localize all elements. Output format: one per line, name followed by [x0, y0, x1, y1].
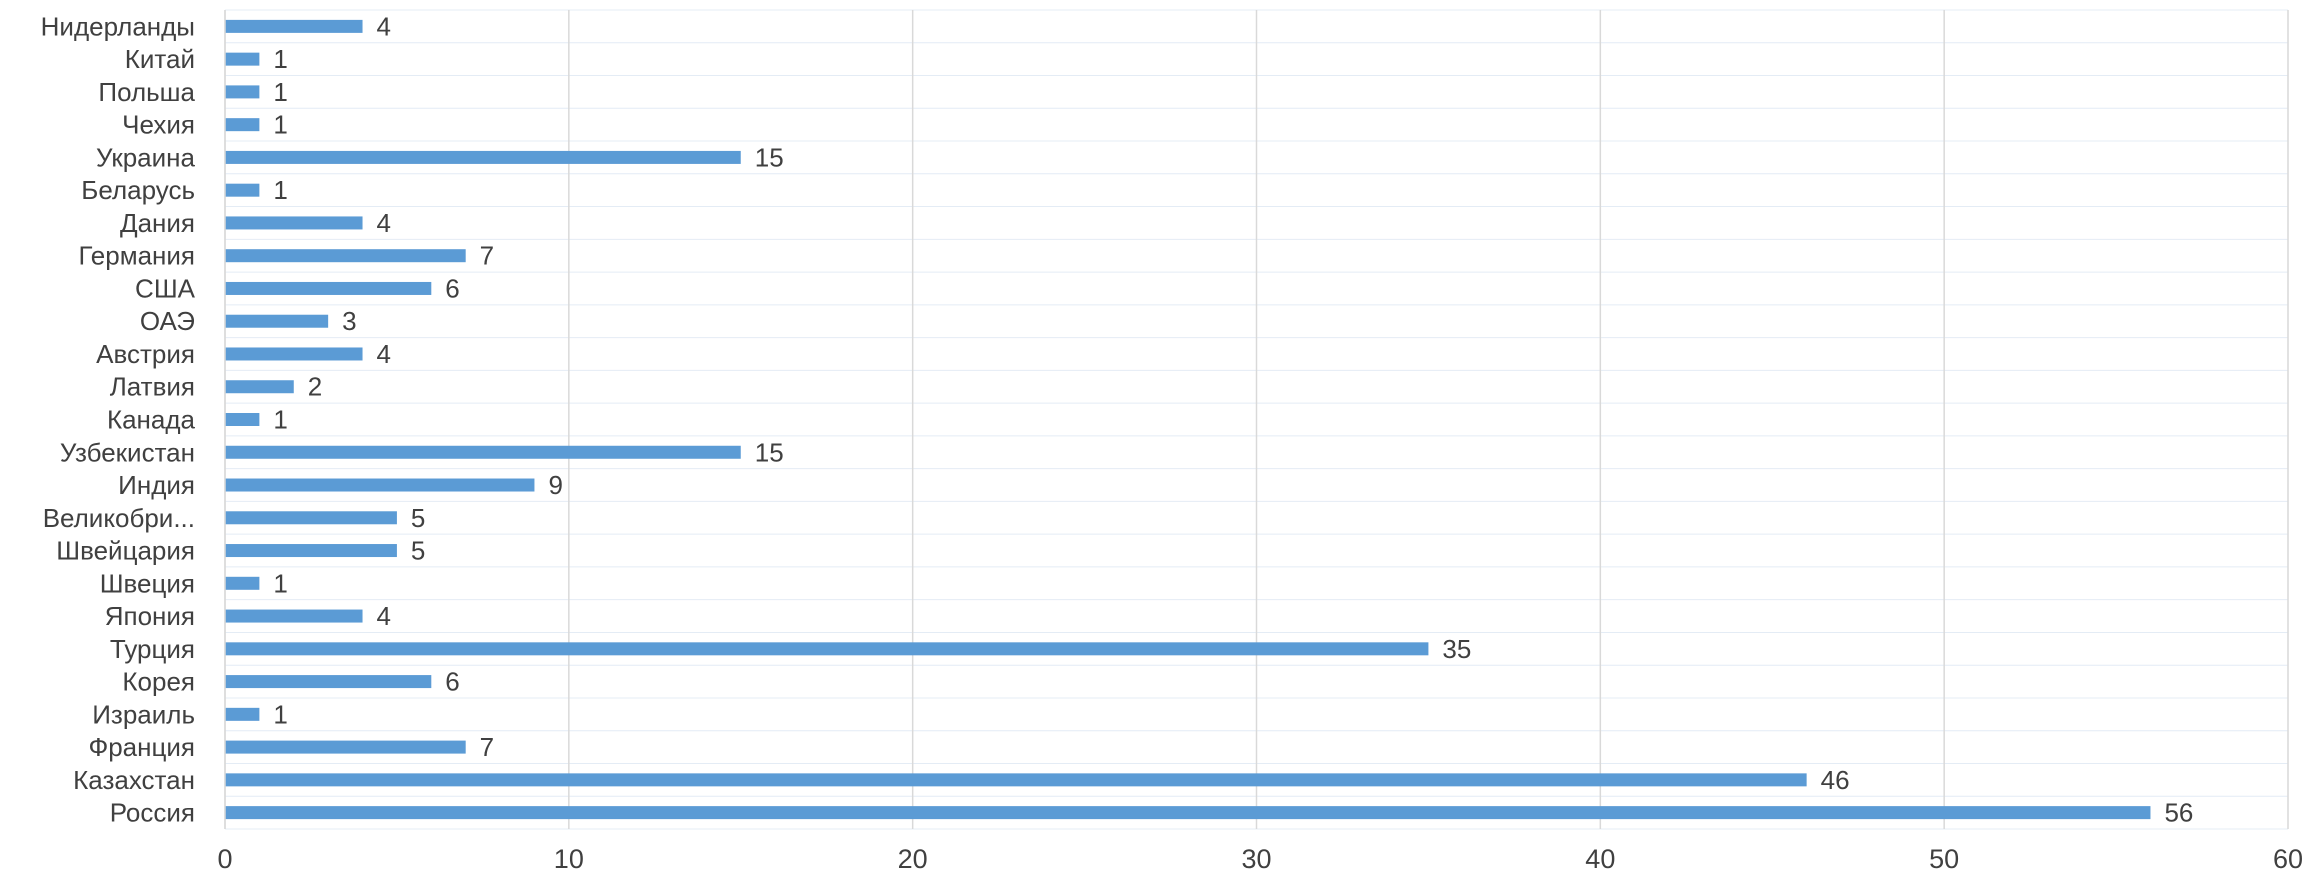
data-label: 7: [480, 732, 494, 762]
data-label: 1: [273, 77, 287, 107]
category-label: Узбекистан: [60, 437, 195, 467]
data-label: 6: [445, 273, 459, 303]
data-label: 46: [1821, 765, 1850, 795]
category-label: Израиль: [92, 699, 195, 729]
category-label: Корея: [122, 667, 195, 697]
category-label: Австрия: [96, 339, 195, 369]
data-label: 56: [2164, 798, 2193, 828]
bar: [225, 347, 363, 361]
data-label: 1: [273, 44, 287, 74]
data-label: 9: [548, 470, 562, 500]
category-label: Швейцария: [56, 536, 195, 566]
bar: [225, 216, 363, 230]
data-label: 3: [342, 306, 356, 336]
category-label: США: [135, 273, 196, 303]
category-label: Нидерланды: [41, 11, 195, 41]
data-label: 1: [273, 568, 287, 598]
bar: [225, 609, 363, 623]
bar: [225, 380, 294, 394]
category-label: ОАЭ: [140, 306, 195, 336]
bar: [225, 281, 432, 295]
bar: [225, 478, 535, 492]
category-label: Швеция: [100, 568, 195, 598]
bar: [225, 511, 397, 525]
data-label: 35: [1442, 634, 1471, 664]
data-label: 4: [377, 208, 391, 238]
category-label: Канада: [107, 405, 196, 435]
data-label: 15: [755, 142, 784, 172]
data-label: 1: [273, 110, 287, 140]
bar: [225, 806, 2151, 820]
data-label: 1: [273, 699, 287, 729]
bar: [225, 642, 1429, 656]
category-label: Беларусь: [81, 175, 195, 205]
bar: [225, 52, 260, 66]
x-tick-label: 40: [1585, 844, 1615, 874]
category-label: Франция: [88, 732, 195, 762]
x-tick-label: 20: [898, 844, 928, 874]
bar: [225, 740, 466, 754]
category-label: Казахстан: [73, 765, 195, 795]
category-label: Германия: [78, 241, 195, 271]
bar: [225, 314, 329, 328]
bar: [225, 544, 397, 558]
bar: [225, 183, 260, 197]
bar: [225, 413, 260, 426]
data-label: 1: [273, 175, 287, 205]
category-label: Россия: [110, 798, 195, 828]
data-label: 4: [377, 11, 391, 41]
bar: [225, 85, 260, 99]
category-label: Великобри...: [43, 503, 195, 533]
bar: [225, 249, 466, 263]
category-label: Индия: [118, 470, 195, 500]
bar: [225, 773, 1807, 787]
data-label: 5: [411, 503, 425, 533]
category-label: Япония: [105, 601, 195, 631]
x-tick-label: 50: [1929, 844, 1959, 874]
category-label: Украина: [96, 142, 196, 172]
bar: [225, 576, 260, 590]
data-label: 15: [755, 437, 784, 467]
data-label: 2: [308, 372, 322, 402]
category-label: Латвия: [110, 372, 195, 402]
category-label: Дания: [120, 208, 195, 238]
x-tick-label: 10: [554, 844, 584, 874]
data-label: 1: [273, 405, 287, 435]
category-label: Турция: [110, 634, 195, 664]
bar: [225, 118, 260, 132]
data-label: 4: [377, 601, 391, 631]
data-label: 7: [480, 241, 494, 271]
bar: [225, 675, 432, 689]
data-label: 6: [445, 667, 459, 697]
bar: [225, 150, 741, 164]
data-label: 4: [377, 339, 391, 369]
data-label: 5: [411, 536, 425, 566]
bar: [225, 707, 260, 721]
x-tick-label: 30: [1241, 844, 1271, 874]
category-label: Китай: [125, 44, 195, 74]
bar: [225, 19, 363, 33]
bar: [225, 445, 741, 459]
category-label: Польша: [98, 77, 195, 107]
x-tick-label: 0: [217, 844, 232, 874]
category-label: Чехия: [122, 110, 195, 140]
x-tick-label: 60: [2273, 844, 2303, 874]
